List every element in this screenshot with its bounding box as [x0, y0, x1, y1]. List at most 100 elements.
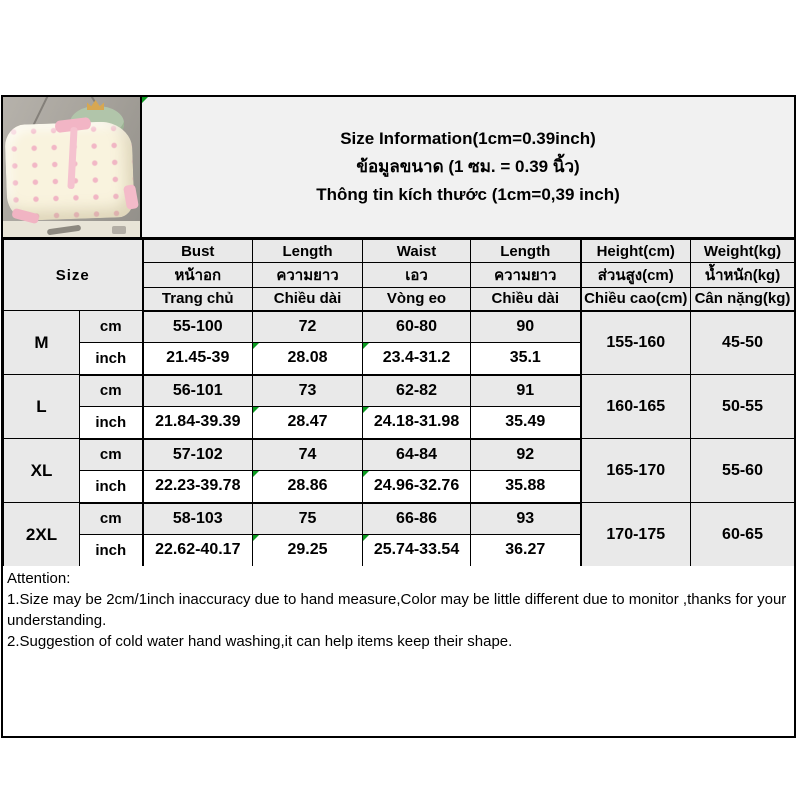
size-row-2xl-cm: 2XL cm 58-103 75 66-86 93 170-175 60-65	[3, 502, 796, 567]
length-inch-value: 28.47	[252, 406, 364, 440]
excel-corner-marker-icon	[363, 343, 370, 349]
excel-corner-marker-icon	[363, 407, 370, 413]
excel-corner-marker-icon	[363, 471, 370, 477]
size-row-m-cm: M cm 55-100 72 60-80 90 155-160 45-50	[3, 310, 796, 375]
length2-inch-value: 35.88	[470, 470, 582, 504]
size-label: XL	[3, 438, 80, 503]
bust-inch-value: 21.45-39	[141, 342, 254, 376]
header-th-bust: หน้าอก	[141, 262, 254, 288]
excel-corner-marker-icon	[142, 97, 148, 103]
blanket-print	[112, 226, 126, 234]
length2-cm-value: 90	[470, 310, 582, 343]
size-label: 2XL	[3, 502, 80, 567]
waist-cm-value: 60-80	[362, 310, 472, 343]
waist-inch-value: 24.96-32.76	[362, 470, 472, 504]
excel-corner-marker-icon	[253, 471, 260, 477]
excel-corner-marker-icon	[253, 343, 260, 349]
title-english: Size Information(1cm=0.39inch)	[340, 129, 596, 148]
unit-inch: inch	[78, 534, 144, 568]
unit-cm: cm	[78, 310, 144, 343]
size-row-xl-inch: inch 22.23-39.78 28.86 24.96-32.76 35.88	[4, 470, 795, 504]
waist-cm-value: 62-82	[362, 374, 472, 407]
bust-inch-value: 22.23-39.78	[141, 470, 254, 504]
header-th-length: ความยาว	[252, 262, 364, 288]
excel-corner-marker-icon	[363, 535, 370, 541]
waist-inch-value: 25.74-33.54	[362, 534, 472, 568]
waist-inch-value: 24.18-31.98	[362, 406, 472, 440]
length2-inch-value: 35.49	[470, 406, 582, 440]
header-en-weight: Weight(kg)	[690, 239, 796, 263]
size-row-l-inch: inch 21.84-39.39 28.47 24.18-31.98 35.49	[4, 406, 795, 440]
attention-line-1: 1.Size may be 2cm/1inch inaccuracy due t…	[7, 591, 787, 629]
size-row-m-inch: inch 21.45-39 28.08 23.4-31.2 35.1	[4, 342, 795, 376]
height-value: 165-170	[579, 438, 692, 503]
waist-cm-value: 66-86	[362, 502, 472, 535]
waist-cm-value: 64-84	[362, 438, 472, 471]
title-thai: ข้อมูลขนาด (1 ซม. = 0.39 นิ้ว)	[356, 157, 580, 176]
header-en-height: Height(cm)	[579, 239, 692, 263]
height-value: 170-175	[579, 502, 692, 567]
header-th-waist: เอว	[362, 262, 472, 288]
header-en-length: Length	[252, 239, 364, 263]
length2-cm-value: 93	[470, 502, 582, 535]
title-vietnamese: Thông tin kích thước (1cm=0,39 inch)	[316, 185, 620, 204]
weight-value: 60-65	[690, 502, 796, 567]
title-block: Size Information(1cm=0.39inch) ข้อมูลขนา…	[142, 97, 794, 239]
height-value: 155-160	[579, 310, 692, 375]
weight-value: 55-60	[690, 438, 796, 503]
length-inch-value: 28.86	[252, 470, 364, 504]
bust-inch-value: 21.84-39.39	[141, 406, 254, 440]
unit-cm: cm	[78, 502, 144, 535]
excel-corner-marker-icon	[253, 535, 260, 541]
size-corner-header: Size	[2, 239, 144, 311]
size-row-2xl-inch: inch 22.62-40.17 29.25 25.74-33.54 36.27	[4, 534, 795, 568]
attention-heading: Attention:	[7, 570, 71, 587]
header-vi-bust: Trang chủ	[141, 287, 254, 312]
header-en-bust: Bust	[141, 239, 254, 263]
weight-value: 45-50	[690, 310, 796, 375]
header-vi-waist: Vòng eo	[362, 287, 472, 312]
header-vi-weight: Cân nặng(kg)	[690, 287, 796, 312]
length2-cm-value: 92	[470, 438, 582, 471]
length-cm-value: 74	[252, 438, 364, 471]
bust-cm-value: 56-101	[141, 374, 254, 407]
size-row-xl-cm: XL cm 57-102 74 64-84 92 165-170 55-60	[3, 438, 796, 503]
header-th-length2: ความยาว	[470, 262, 582, 288]
length2-cm-value: 91	[470, 374, 582, 407]
crown-icon	[87, 100, 104, 110]
product-photo	[3, 97, 142, 239]
size-table: Size Bust Length Waist Length Height(cm)…	[2, 239, 796, 568]
bust-inch-value: 22.62-40.17	[141, 534, 254, 568]
bust-cm-value: 57-102	[141, 438, 254, 471]
unit-cm: cm	[78, 374, 144, 407]
length-cm-value: 73	[252, 374, 364, 407]
header-th-height: ส่วนสูง(cm)	[579, 262, 692, 288]
size-label: M	[3, 310, 80, 375]
size-row-l-cm: L cm 56-101 73 62-82 91 160-165 50-55	[3, 374, 796, 439]
waist-inch-value: 23.4-31.2	[362, 342, 472, 376]
unit-inch: inch	[78, 406, 144, 440]
length-inch-value: 28.08	[252, 342, 364, 376]
length-cm-value: 72	[252, 310, 364, 343]
attention-note: Attention: 1.Size may be 2cm/1inch inacc…	[3, 566, 794, 736]
excel-corner-marker-icon	[253, 407, 260, 413]
header-vi-length2: Chiều dài	[470, 287, 582, 312]
weight-value: 50-55	[690, 374, 796, 439]
bust-cm-value: 55-100	[141, 310, 254, 343]
header-th-weight: น้ำหนัก(kg)	[690, 262, 796, 288]
size-chart-board: Size Information(1cm=0.39inch) ข้อมูลขนา…	[1, 95, 796, 738]
attention-line-2: 2.Suggestion of cold water hand washing,…	[7, 633, 513, 650]
length-inch-value: 29.25	[252, 534, 364, 568]
unit-cm: cm	[78, 438, 144, 471]
header-en-length2: Length	[470, 239, 582, 263]
size-label: L	[3, 374, 80, 439]
header-vi-height: Chiều cao(cm)	[579, 287, 692, 312]
length2-inch-value: 36.27	[470, 534, 582, 568]
height-value: 160-165	[579, 374, 692, 439]
length2-inch-value: 35.1	[470, 342, 582, 376]
length-cm-value: 75	[252, 502, 364, 535]
header-vi-length: Chiều dài	[252, 287, 364, 312]
unit-inch: inch	[78, 342, 144, 376]
bust-cm-value: 58-103	[141, 502, 254, 535]
